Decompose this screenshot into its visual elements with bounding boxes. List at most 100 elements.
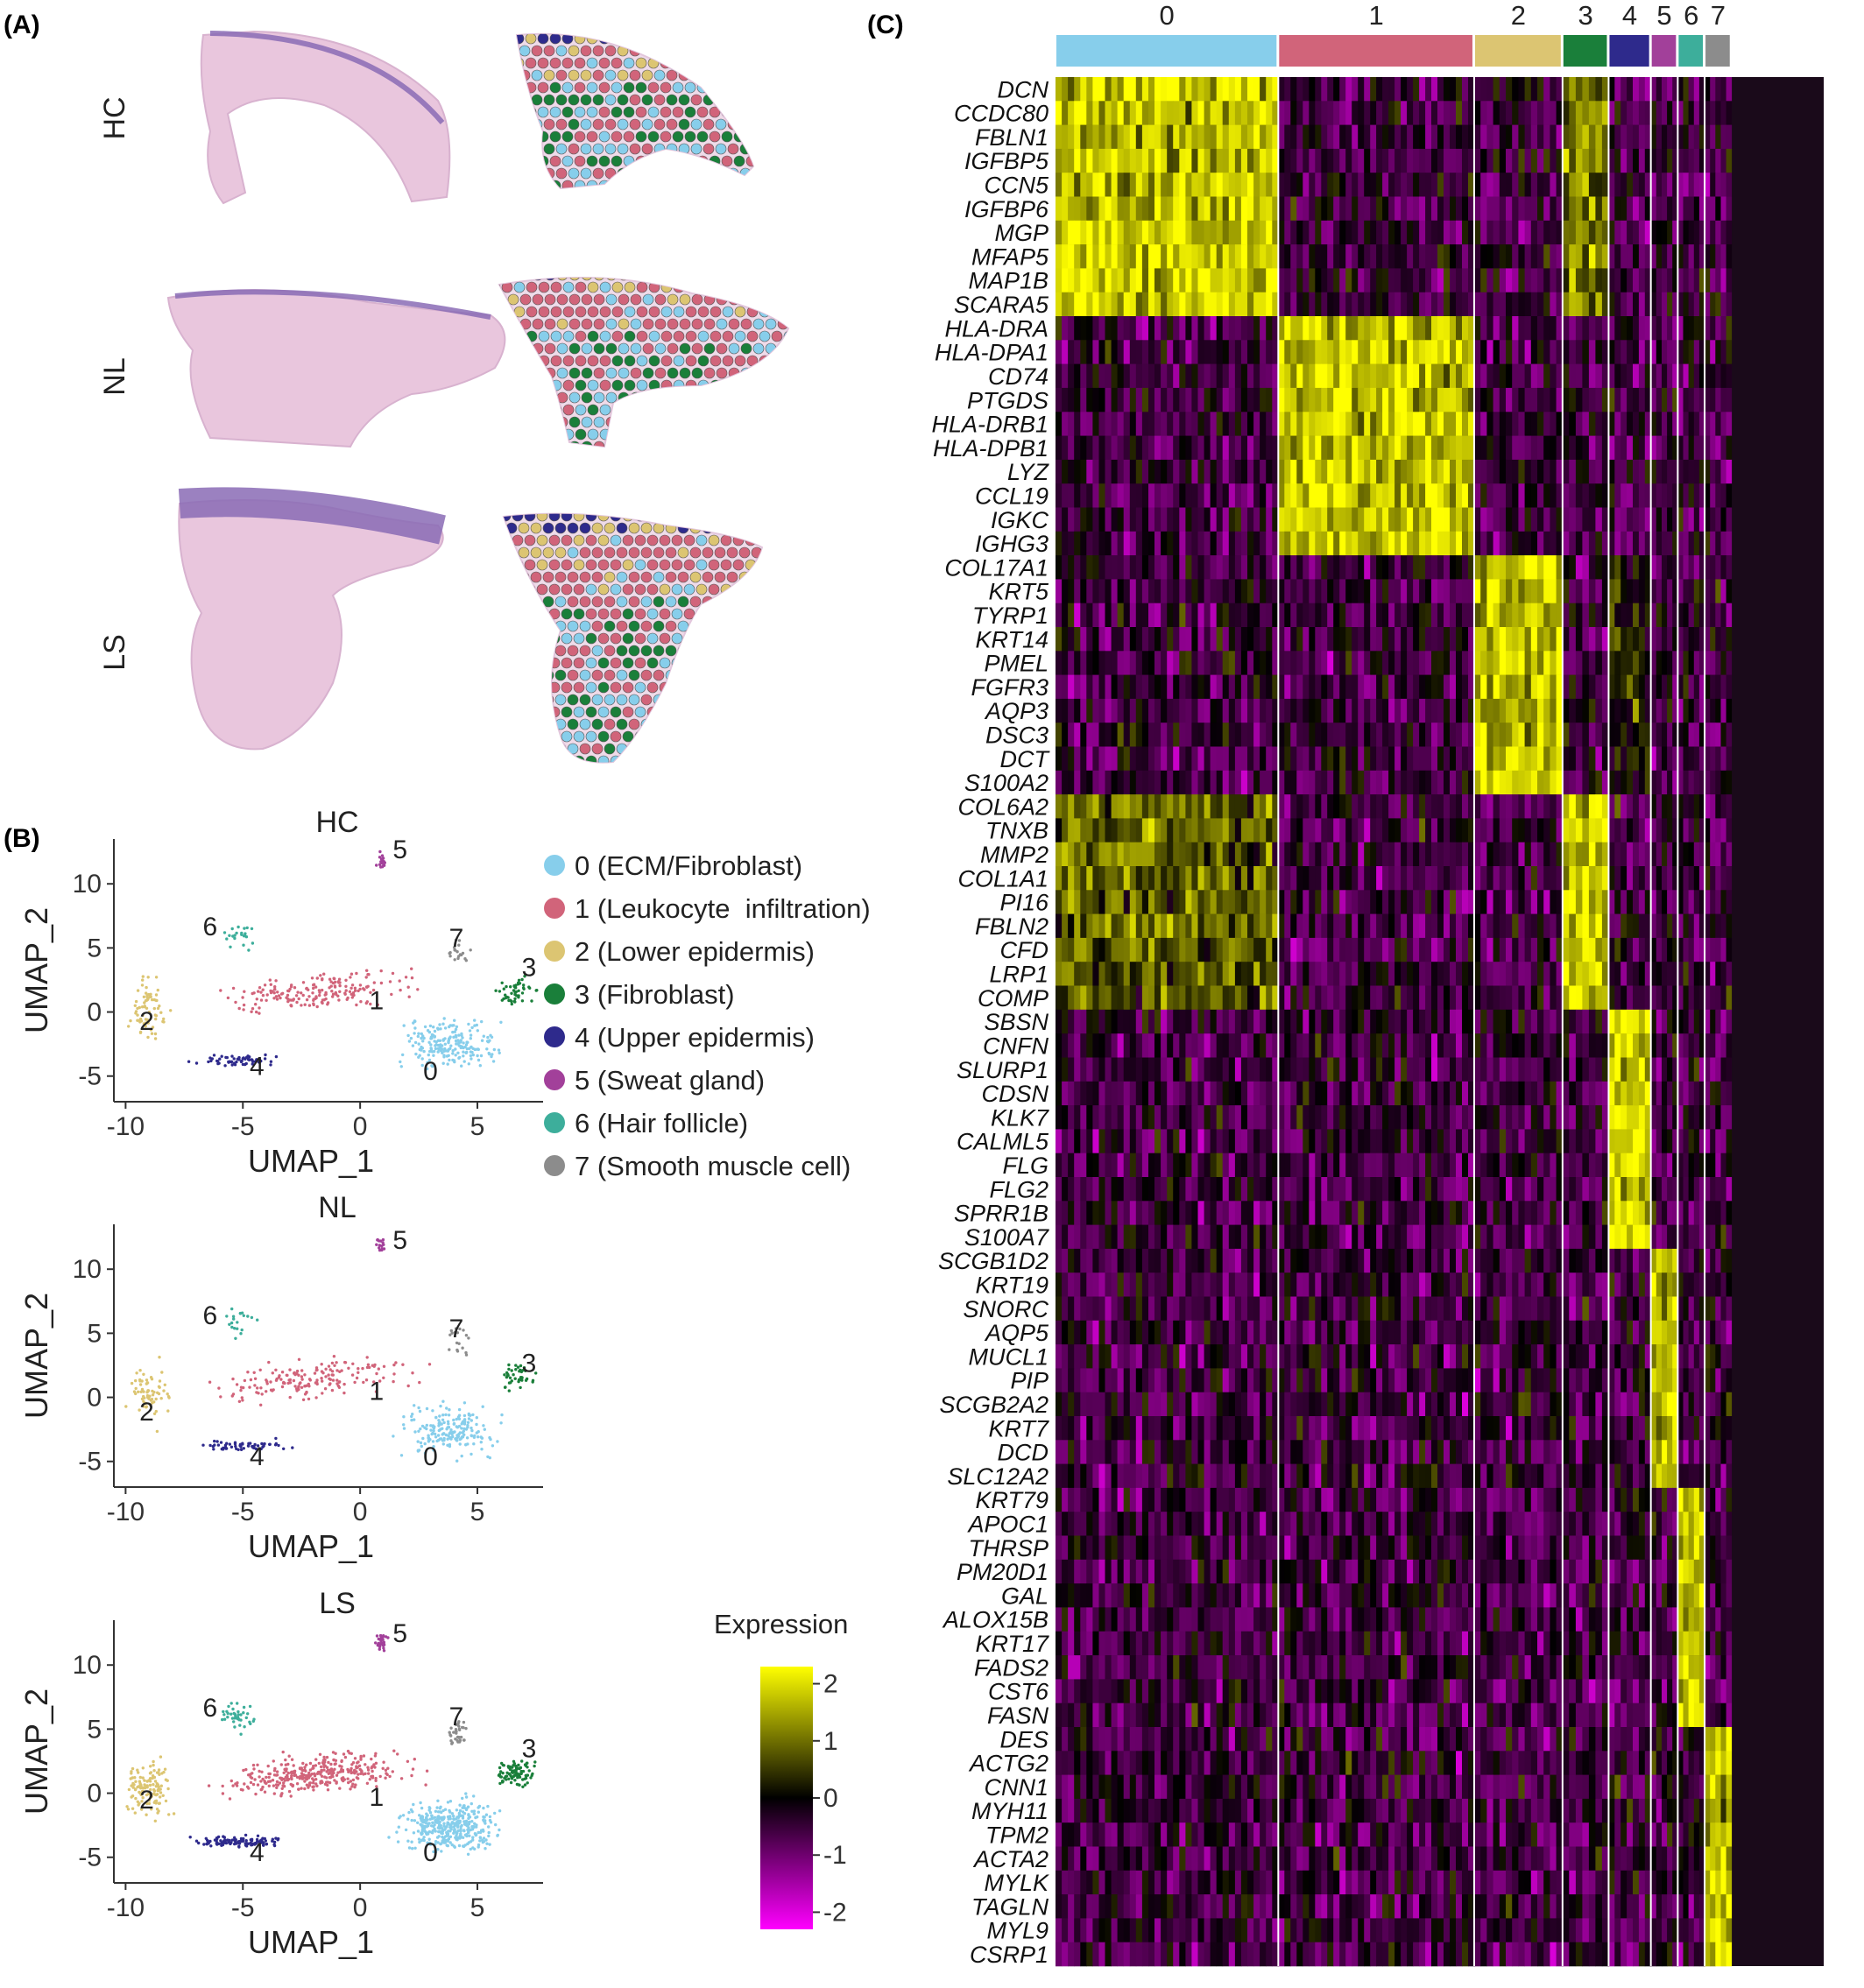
umap-point-cluster-0 bbox=[402, 1423, 406, 1427]
spot bbox=[653, 546, 665, 559]
spot bbox=[728, 21, 738, 32]
spot bbox=[714, 743, 726, 755]
heatmap-cell bbox=[1638, 244, 1646, 269]
spot bbox=[635, 81, 647, 94]
spot bbox=[677, 718, 689, 730]
spot bbox=[548, 583, 561, 596]
heatmap-cell bbox=[1141, 101, 1149, 125]
spot bbox=[783, 306, 788, 318]
umap-point-cluster-0 bbox=[466, 1830, 470, 1835]
umap-point-cluster-1 bbox=[349, 1780, 353, 1783]
umap-point-cluster-0 bbox=[442, 1421, 446, 1425]
heatmap-cell bbox=[1493, 268, 1500, 293]
umap-point-cluster-3 bbox=[510, 991, 513, 995]
heatmap-cell bbox=[1656, 148, 1663, 173]
umap-point-cluster-4 bbox=[239, 1445, 243, 1449]
heatmap-cell bbox=[1290, 124, 1297, 150]
spot bbox=[504, 730, 512, 743]
umap-point-cluster-0 bbox=[436, 1043, 441, 1047]
umap-point-cluster-0 bbox=[434, 1851, 438, 1854]
umap-point-cluster-2 bbox=[141, 978, 145, 982]
heatmap-cell bbox=[1582, 148, 1590, 173]
umap-point-cluster-1 bbox=[340, 1369, 343, 1372]
umap-point-cluster-0 bbox=[462, 1829, 466, 1832]
umap-point-cluster-1 bbox=[249, 1780, 253, 1785]
umap-point-cluster-0 bbox=[477, 1845, 480, 1849]
heatmap-cell bbox=[1518, 244, 1525, 269]
umap-point-cluster-2 bbox=[152, 1792, 156, 1795]
spot bbox=[673, 355, 685, 367]
umap-point-cluster-3 bbox=[533, 1760, 537, 1764]
heatmap-cell bbox=[1056, 316, 1063, 341]
umap-point-cluster-1 bbox=[359, 1758, 363, 1761]
umap-point-cluster-5 bbox=[378, 1246, 381, 1250]
heatmap-cell bbox=[1705, 148, 1711, 173]
spot bbox=[532, 367, 544, 379]
umap-point-cluster-0 bbox=[441, 1835, 444, 1839]
spot bbox=[690, 118, 703, 130]
heatmap-cell bbox=[1352, 244, 1359, 269]
spot bbox=[679, 293, 691, 306]
heatmap-cell bbox=[1074, 292, 1081, 317]
spot bbox=[593, 416, 605, 428]
spot bbox=[542, 546, 554, 559]
spot bbox=[548, 730, 561, 743]
umap-point-cluster-6 bbox=[227, 1704, 230, 1709]
umap-y-axis-label: UMAP_2 bbox=[18, 907, 54, 1033]
umap-point-cluster-1 bbox=[252, 1371, 256, 1374]
spot bbox=[525, 155, 537, 167]
heatmap-cell bbox=[1715, 196, 1721, 222]
umap-point-cluster-2 bbox=[148, 1394, 152, 1398]
spot bbox=[610, 730, 622, 743]
umap-point-cluster-0 bbox=[425, 1423, 428, 1428]
heatmap-cell bbox=[1098, 292, 1105, 317]
umap-point-cluster-2 bbox=[129, 1019, 132, 1023]
umap-point-cluster-0 bbox=[461, 1816, 465, 1820]
heatmap-cell bbox=[1123, 101, 1131, 125]
spot bbox=[616, 571, 628, 583]
heatmap-cell bbox=[1216, 292, 1224, 317]
spot bbox=[641, 69, 653, 81]
heatmap-cell bbox=[1197, 268, 1204, 293]
umap-point-cluster-2 bbox=[151, 1774, 155, 1778]
heatmap-cell bbox=[1141, 244, 1149, 269]
spot bbox=[630, 342, 642, 355]
heatmap-cell bbox=[1633, 148, 1640, 173]
umap-point-cluster-1 bbox=[365, 1781, 370, 1785]
heatmap-cell bbox=[1068, 316, 1075, 341]
umap-point-cluster-2 bbox=[141, 1013, 145, 1017]
heatmap-cell bbox=[1715, 124, 1721, 150]
heatmap-cell bbox=[1345, 124, 1352, 150]
umap-point-cluster-1 bbox=[358, 983, 363, 987]
spot bbox=[507, 21, 518, 32]
umap-point-cluster-2 bbox=[164, 1799, 168, 1803]
umap-point-cluster-0 bbox=[473, 1019, 477, 1022]
heatmap-cell bbox=[1474, 316, 1481, 341]
spot bbox=[549, 106, 561, 118]
umap-point-cluster-0 bbox=[472, 1435, 477, 1439]
umap-point-cluster-2 bbox=[139, 1787, 143, 1790]
umap-point-cluster-1 bbox=[321, 1379, 324, 1383]
umap-point-cluster-0 bbox=[445, 1406, 448, 1410]
umap-point-cluster-4 bbox=[228, 1442, 231, 1446]
heatmap-cell bbox=[1662, 196, 1668, 222]
heatmap-cell bbox=[1278, 173, 1285, 197]
umap-point-cluster-1 bbox=[307, 1385, 311, 1388]
heatmap-cell bbox=[1352, 340, 1359, 364]
umap-point-cluster-0 bbox=[478, 1836, 483, 1840]
spot bbox=[732, 534, 745, 546]
spot bbox=[708, 632, 720, 645]
umap-point-cluster-1 bbox=[335, 1378, 339, 1382]
umap-point-cluster-1 bbox=[261, 988, 265, 991]
umap-cluster-label-4: 4 bbox=[250, 1838, 265, 1867]
heatmap-cell bbox=[1148, 268, 1155, 293]
umap-point-cluster-0 bbox=[411, 1413, 414, 1416]
umap-point-cluster-1 bbox=[350, 1785, 354, 1788]
umap-point-cluster-1 bbox=[328, 1780, 332, 1785]
spot bbox=[524, 608, 536, 620]
heatmap-cell bbox=[1720, 124, 1726, 150]
heatmap-cell bbox=[1407, 268, 1414, 293]
umap-point-cluster-0 bbox=[438, 1437, 441, 1441]
heatmap-cell bbox=[1480, 244, 1487, 269]
umap-point-cluster-1 bbox=[377, 1367, 380, 1371]
